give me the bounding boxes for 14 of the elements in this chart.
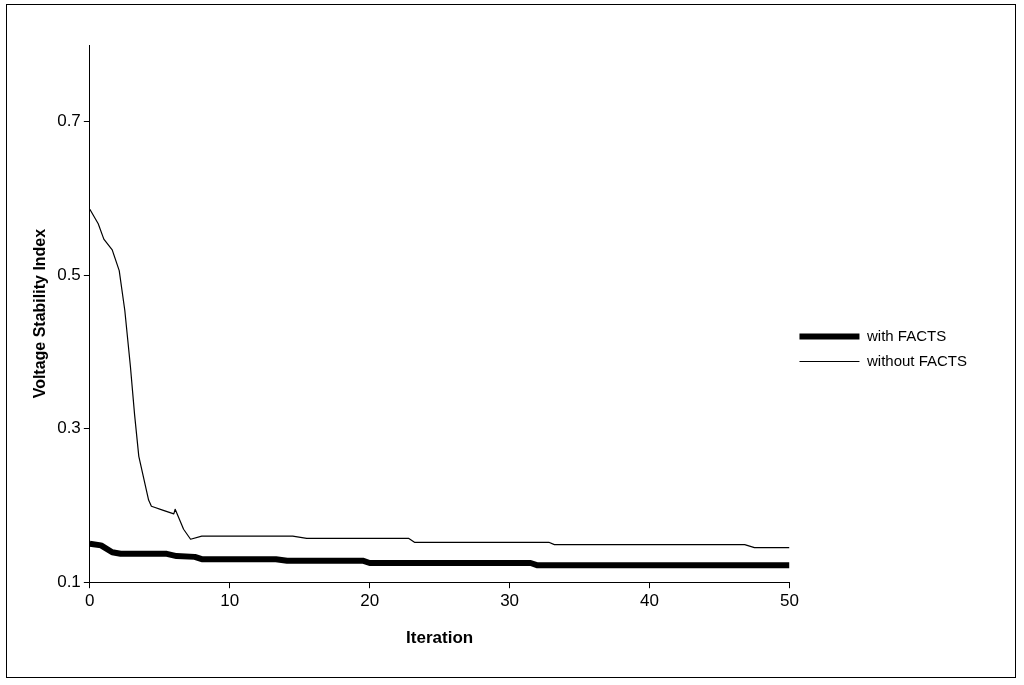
x-tick-label: 0	[85, 591, 95, 611]
x-tick-label: 30	[500, 591, 520, 611]
y-tick-label: 0.3	[57, 418, 81, 438]
legend-label: without FACTS	[865, 351, 968, 369]
y-tick-label: 0.7	[57, 111, 81, 131]
x-tick-label: 10	[220, 591, 240, 611]
x-tick-label: 50	[780, 591, 799, 611]
y-tick-label: 0.1	[57, 571, 81, 591]
legend-label: with FACTS	[865, 326, 947, 344]
y-axis-title: Voltage Stability Index	[31, 228, 49, 399]
y-tick-label: 0.5	[57, 264, 81, 284]
x-tick-label: 40	[640, 591, 659, 611]
x-axis-title: Iteration	[406, 628, 474, 648]
x-tick-label: 20	[360, 591, 380, 611]
